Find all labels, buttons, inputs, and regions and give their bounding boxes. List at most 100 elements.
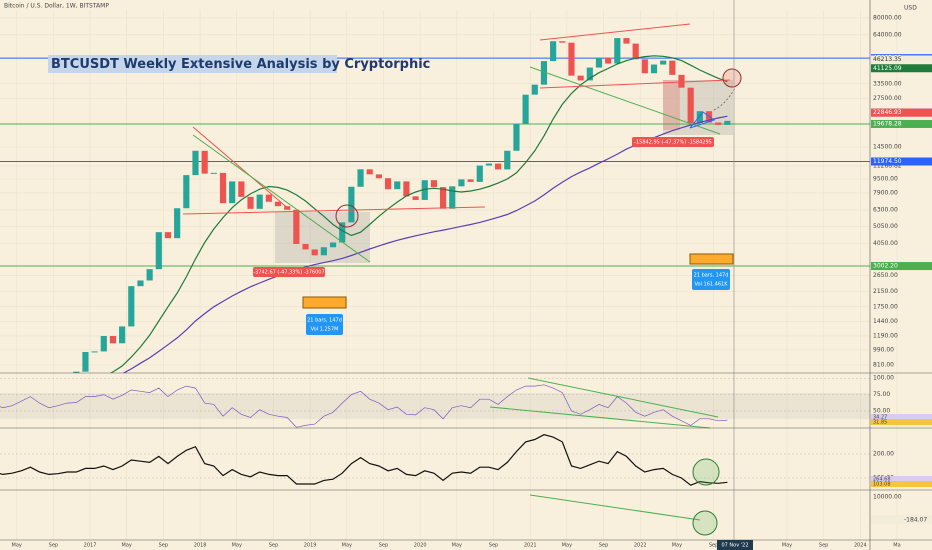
projection (689, 111, 716, 129)
badge (871, 476, 932, 482)
measure-box (253, 267, 325, 277)
trend-line (489, 406, 711, 429)
date-badge (717, 540, 753, 550)
candle (155, 232, 162, 270)
candle (219, 172, 227, 204)
y-tick-label: 50.00 (873, 407, 890, 414)
candle (678, 74, 685, 88)
x-tick-label: Sep (379, 543, 388, 549)
candle (650, 64, 658, 74)
candle (485, 163, 493, 166)
candle (174, 208, 181, 239)
candle (293, 209, 300, 244)
rsi-pane (0, 384, 728, 428)
candle (146, 269, 153, 281)
candle (256, 194, 263, 209)
y-tick-label: 33500.00 (873, 80, 902, 87)
candle (586, 67, 593, 81)
candle (394, 181, 401, 190)
circle-marker (692, 510, 718, 536)
trend-line (527, 377, 719, 418)
badge-label: 31.85 (873, 420, 887, 426)
badge-label: 34.27 (873, 415, 887, 421)
candle (210, 172, 217, 174)
title-box (48, 55, 337, 73)
candle (366, 169, 373, 175)
x-tick-label: Sep (819, 543, 828, 549)
candle (247, 196, 254, 209)
candle (430, 180, 437, 188)
x-tick-label: 2019 (304, 543, 317, 549)
chart-title: BTCUSDT Weekly Extensive Analysis by Cry… (51, 57, 430, 72)
candle (458, 179, 465, 187)
y-tick-label: 2650.00 (873, 272, 898, 279)
candle (192, 150, 199, 176)
badge (871, 414, 932, 420)
moving-average (122, 115, 728, 373)
x-tick-label: Sep (49, 543, 58, 549)
y-tick-label: 100.00 (873, 375, 894, 382)
range-label: Vol 161.461K (694, 282, 728, 288)
y-tick-label: 1750.00 (873, 303, 898, 310)
price-badge (871, 64, 932, 73)
badge (871, 515, 932, 524)
candle (320, 247, 327, 256)
osc-line (0, 434, 728, 486)
candle (119, 326, 126, 344)
candle (559, 41, 566, 43)
trend-line (192, 134, 371, 263)
range-box (275, 212, 370, 263)
candle (238, 181, 245, 197)
osc-pane (0, 434, 728, 486)
x-tick-label: May (672, 543, 682, 549)
candle (495, 163, 502, 170)
level-badge (871, 157, 932, 166)
badge (871, 419, 932, 425)
candle (696, 111, 703, 124)
candle (183, 175, 190, 209)
circle-marker (692, 458, 720, 486)
y-tick-label: 14500.00 (873, 144, 902, 151)
x-tick-label: May (782, 543, 792, 549)
candle (421, 180, 428, 200)
candle (449, 186, 456, 209)
candle (522, 94, 529, 124)
y-tick-label: 2150.00 (873, 288, 898, 295)
badge (871, 481, 932, 487)
date-label: 07 Nov '22 (721, 543, 748, 549)
candle (265, 194, 272, 202)
level-label: 11974.50 (873, 158, 902, 165)
range-box-label (306, 314, 343, 335)
level-badge (871, 262, 932, 271)
candle (513, 123, 520, 151)
annotations-back (0, 80, 870, 419)
candle (669, 60, 676, 75)
candle (412, 196, 419, 200)
badge-label: 264.68 (873, 477, 891, 483)
measure-label: -3742.67 (-47.33%) -376007 (253, 270, 324, 276)
time-range (689, 253, 734, 265)
candle (540, 61, 548, 85)
candle (137, 280, 144, 287)
candle (632, 43, 639, 60)
trend-line (529, 494, 701, 521)
range-label: 21 bars, 147d (694, 273, 729, 279)
candle (476, 165, 483, 182)
x-tick-label: Sep (599, 543, 608, 549)
measure-label: -15842.95 (-47.37%) -1584295 (634, 140, 712, 146)
candle (302, 243, 309, 250)
x-tick-label: 2022 (634, 543, 647, 549)
level-label: 19678.28 (873, 120, 902, 127)
y-tick-label: 6300.00 (873, 207, 898, 214)
candle (440, 187, 447, 209)
x-tick-label: 2020 (414, 543, 427, 549)
x-tick-label: May (122, 543, 132, 549)
y-tick-label: 1440.00 (873, 318, 898, 325)
candle (82, 351, 89, 372)
price-badge-label: 22846.93 (873, 109, 902, 116)
y-tick-label: 1190.00 (873, 332, 898, 339)
candle (550, 41, 557, 62)
